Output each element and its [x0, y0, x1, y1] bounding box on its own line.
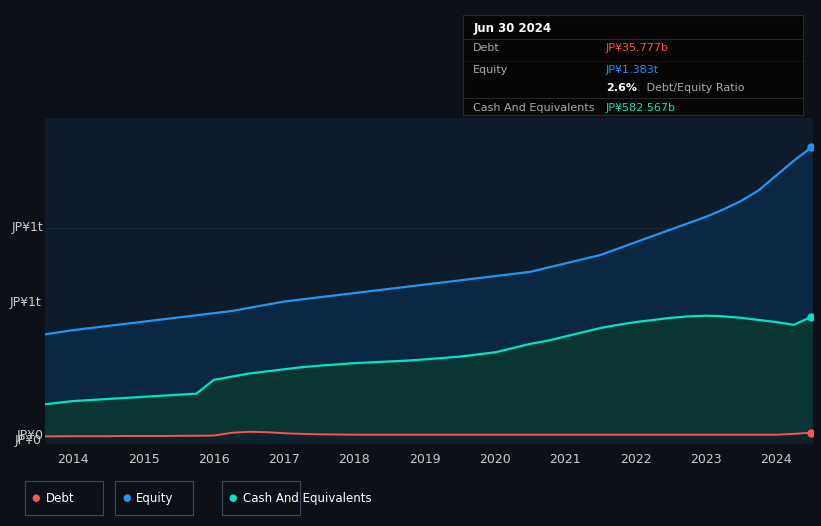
Text: 2.6%: 2.6%: [606, 83, 637, 93]
Text: ●: ●: [229, 493, 237, 503]
Text: JP¥0: JP¥0: [14, 434, 41, 447]
Text: Equity: Equity: [473, 65, 508, 75]
Text: JP¥1t: JP¥1t: [10, 296, 41, 309]
Text: JP¥1.383t: JP¥1.383t: [606, 65, 659, 75]
Text: Debt: Debt: [46, 492, 75, 504]
Text: Debt/Equity Ratio: Debt/Equity Ratio: [643, 83, 745, 93]
Text: JP¥0: JP¥0: [16, 429, 44, 442]
Text: Debt: Debt: [473, 43, 500, 53]
Text: Jun 30 2024: Jun 30 2024: [473, 22, 552, 35]
Text: JP¥35.777b: JP¥35.777b: [606, 43, 669, 53]
Text: JP¥582.567b: JP¥582.567b: [606, 103, 676, 113]
Text: ●: ●: [32, 493, 40, 503]
Text: Equity: Equity: [136, 492, 174, 504]
Text: Cash And Equivalents: Cash And Equivalents: [473, 103, 594, 113]
Text: ●: ●: [122, 493, 131, 503]
Text: JP¥1t: JP¥1t: [11, 221, 44, 234]
Text: Cash And Equivalents: Cash And Equivalents: [243, 492, 372, 504]
